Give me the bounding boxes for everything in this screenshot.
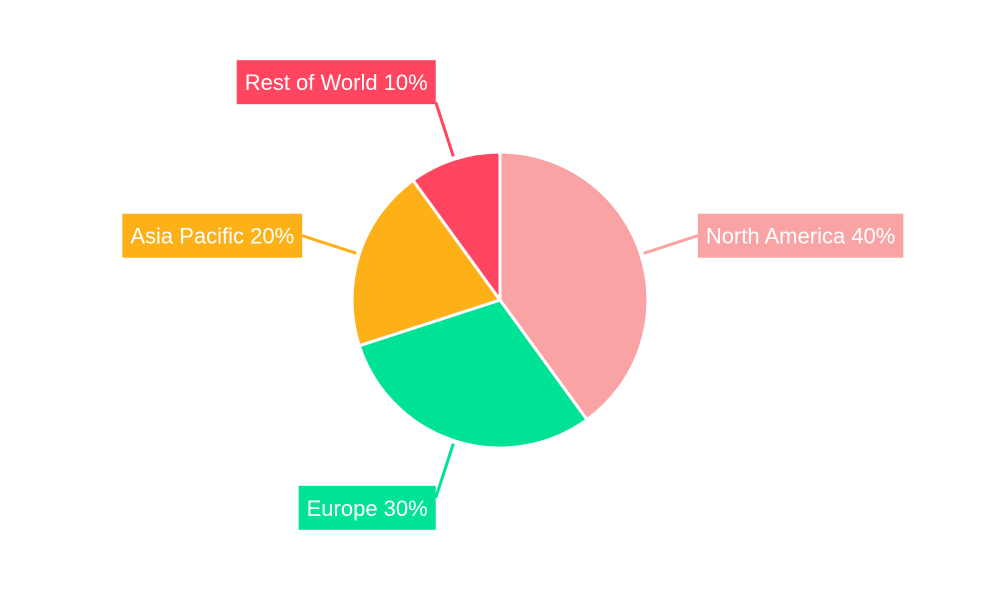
label-box (697, 213, 904, 258)
slice-label: Europe 30% (307, 496, 428, 521)
leader-line (643, 234, 699, 255)
slice-label: North America 40% (706, 224, 896, 249)
leader-line (301, 234, 357, 255)
label-box (122, 213, 303, 258)
pie-slice-asia-pacific[interactable] (350, 178, 503, 348)
slice-label: Asia Pacific 20% (130, 224, 294, 249)
label-box (236, 60, 436, 105)
pie-slice-europe[interactable] (357, 298, 590, 450)
label-box (298, 485, 436, 530)
pie-slice-rest-of-world[interactable] (410, 150, 502, 305)
leader-line (434, 443, 455, 499)
leader-line (434, 101, 455, 157)
slice-label: Rest of World 10% (245, 70, 428, 95)
pie-slice-north-america[interactable] (498, 150, 650, 422)
